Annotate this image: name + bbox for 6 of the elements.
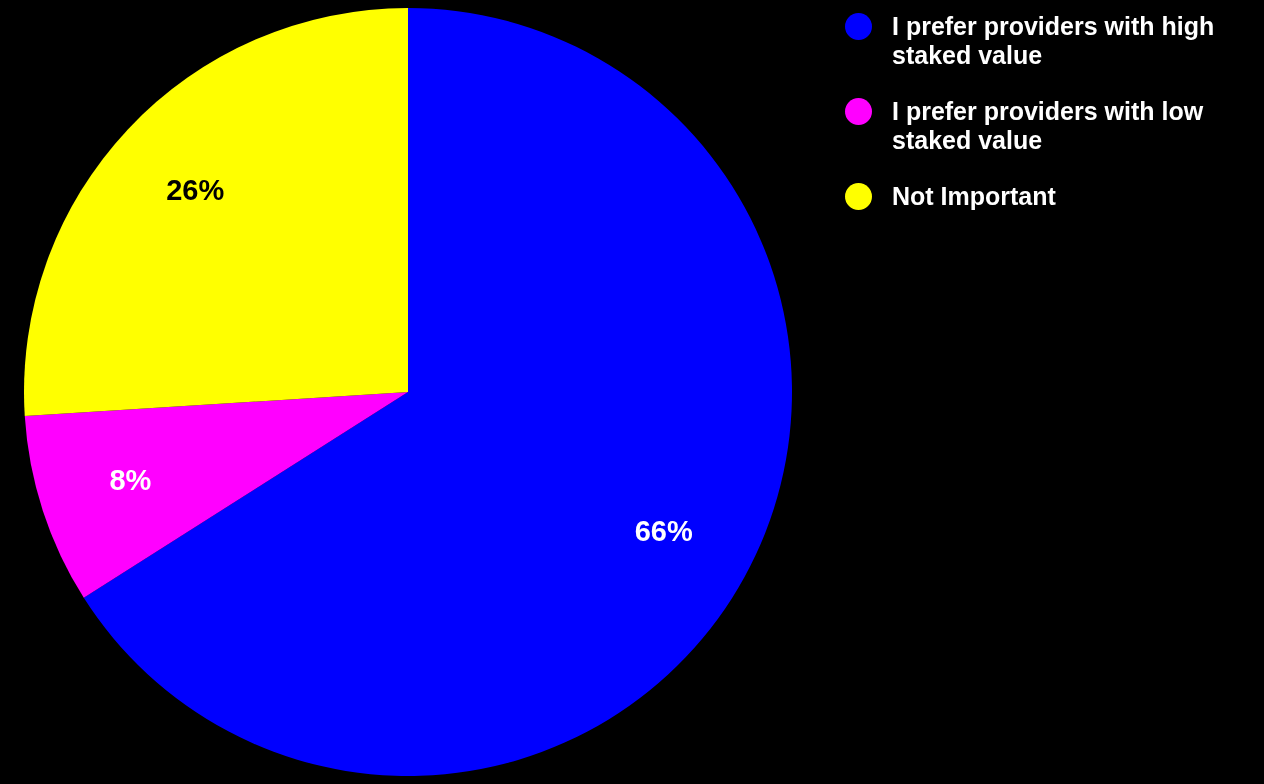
legend-label: I prefer providers with low staked value: [892, 97, 1205, 155]
data-label: 26%: [166, 174, 225, 207]
legend-label: Not Important: [892, 182, 1056, 211]
legend-label: I prefer providers with high staked value: [892, 12, 1216, 70]
data-label: 66%: [634, 514, 693, 547]
data-label: 8%: [109, 464, 152, 497]
